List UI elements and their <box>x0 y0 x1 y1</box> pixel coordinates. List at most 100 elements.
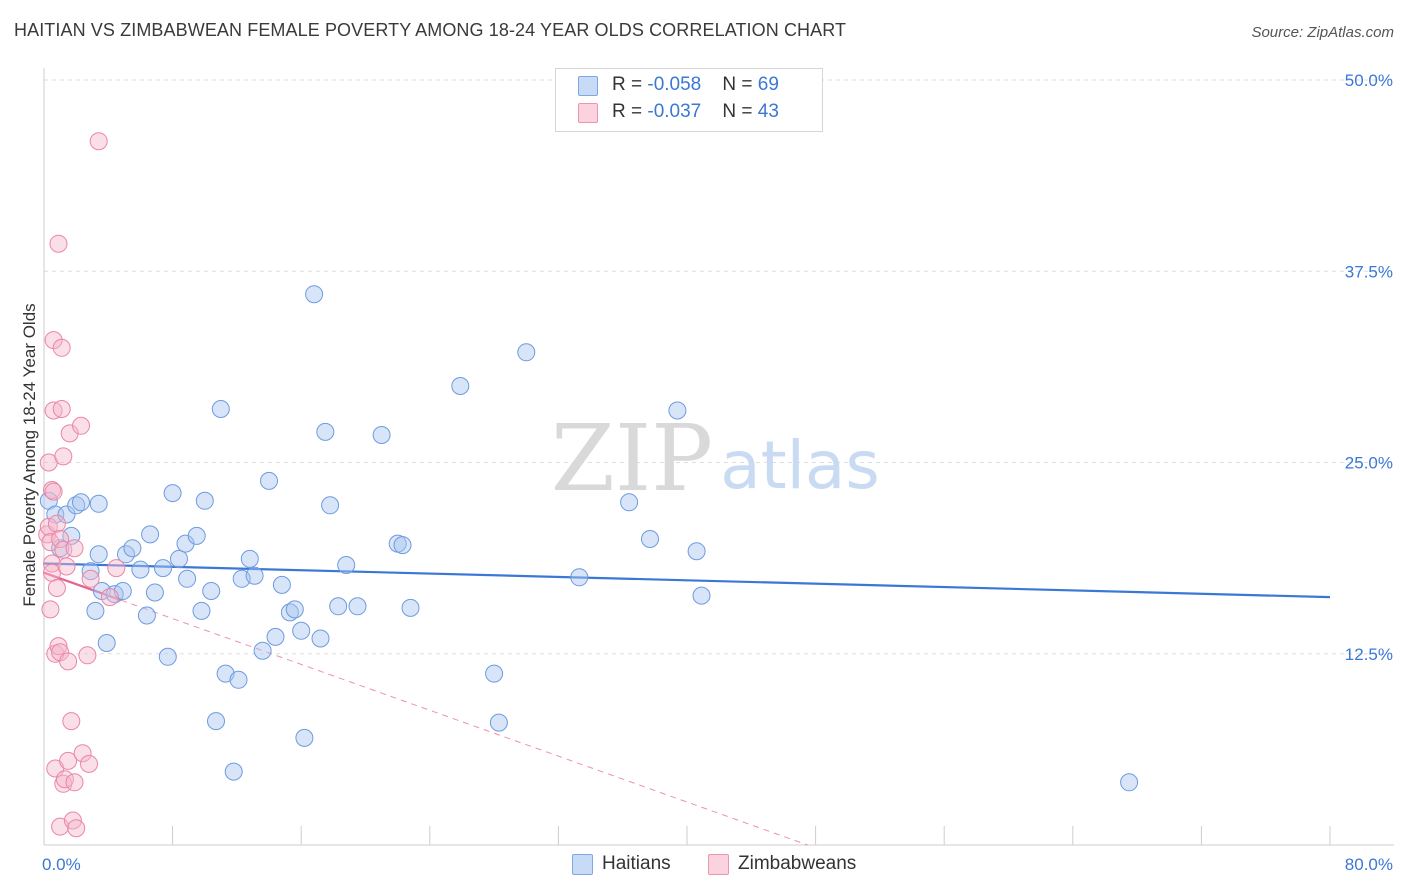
point-zimbabweans[interactable] <box>52 338 71 357</box>
point-haitians[interactable] <box>687 542 706 561</box>
point-haitians[interactable] <box>485 664 504 683</box>
point-zimbabweans[interactable] <box>47 579 66 597</box>
point-haitians[interactable] <box>207 712 225 731</box>
chart-title: HAITIAN VS ZIMBABWEAN FEMALE POVERTY AMO… <box>14 20 847 40</box>
point-haitians[interactable] <box>86 601 105 620</box>
point-haitians[interactable] <box>570 568 589 587</box>
point-haitians[interactable] <box>211 400 230 418</box>
point-haitians[interactable] <box>72 493 90 512</box>
trendline-haitians <box>43 562 1331 599</box>
point-haitians[interactable] <box>240 549 259 568</box>
point-zimbabweans[interactable] <box>73 744 92 763</box>
point-haitians[interactable] <box>137 606 156 625</box>
point-haitians[interactable] <box>692 586 711 605</box>
point-haitians[interactable] <box>229 670 248 689</box>
point-zimbabweans[interactable] <box>100 588 119 607</box>
point-zimbabweans[interactable] <box>52 400 71 418</box>
point-haitians[interactable] <box>81 562 100 581</box>
point-haitians[interactable] <box>321 496 340 515</box>
point-haitians[interactable] <box>329 597 348 616</box>
point-haitians[interactable] <box>67 496 86 515</box>
point-haitians[interactable] <box>187 526 206 545</box>
point-haitians[interactable] <box>178 569 197 588</box>
point-haitians[interactable] <box>163 484 182 503</box>
point-haitians[interactable] <box>158 647 177 666</box>
point-zimbabweans[interactable] <box>89 132 108 151</box>
point-haitians[interactable] <box>393 536 412 555</box>
point-zimbabweans[interactable] <box>55 770 74 789</box>
legend-r-label: R = <box>612 101 648 122</box>
legend-r-label: R = <box>612 74 648 95</box>
point-zimbabweans[interactable] <box>49 637 68 656</box>
point-haitians[interactable] <box>195 491 214 510</box>
point-zimbabweans[interactable] <box>81 569 100 588</box>
point-haitians[interactable] <box>451 377 470 395</box>
point-haitians[interactable] <box>202 582 221 600</box>
point-zimbabweans[interactable] <box>41 600 60 619</box>
point-haitians[interactable] <box>285 600 304 619</box>
point-haitians[interactable] <box>517 343 536 362</box>
point-zimbabweans[interactable] <box>59 652 78 671</box>
series-legend: Haitians Zimbabweans <box>0 852 1406 878</box>
point-haitians[interactable] <box>51 539 70 558</box>
point-haitians[interactable] <box>89 545 108 564</box>
legend-swatch-haitians <box>572 854 593 875</box>
point-haitians[interactable] <box>668 401 687 420</box>
point-haitians[interactable] <box>280 603 299 622</box>
point-haitians[interactable] <box>620 493 639 512</box>
point-haitians[interactable] <box>295 728 314 747</box>
legend-r-value: -0.037 <box>647 101 702 122</box>
point-haitians[interactable] <box>1120 773 1139 792</box>
point-zimbabweans[interactable] <box>49 234 68 253</box>
point-zimbabweans[interactable] <box>107 559 126 578</box>
point-haitians[interactable] <box>97 634 116 652</box>
point-zimbabweans[interactable] <box>57 557 76 576</box>
point-haitians[interactable] <box>141 525 160 544</box>
tick-labels: 12.5% 25.0% 37.5% 50.0% 0.0% 80.0% <box>42 71 1393 874</box>
point-haitians[interactable] <box>123 539 142 558</box>
y-axis-label: Female Poverty Among 18-24 Year Olds <box>20 303 39 606</box>
point-zimbabweans[interactable] <box>80 754 98 773</box>
point-haitians[interactable] <box>641 530 659 548</box>
point-zimbabweans[interactable] <box>54 447 73 466</box>
point-haitians[interactable] <box>266 627 285 646</box>
point-haitians[interactable] <box>89 494 108 513</box>
legend-n-value: 43 <box>757 101 779 122</box>
point-haitians[interactable] <box>253 641 272 660</box>
point-haitians[interactable] <box>372 426 391 444</box>
point-haitians[interactable] <box>337 556 356 574</box>
point-zimbabweans[interactable] <box>62 712 81 731</box>
point-haitians[interactable] <box>305 285 324 304</box>
point-zimbabweans[interactable] <box>51 530 70 548</box>
point-zimbabweans[interactable] <box>43 554 61 573</box>
point-haitians[interactable] <box>272 575 291 594</box>
point-zimbabweans[interactable] <box>47 514 66 533</box>
point-haitians[interactable] <box>489 713 508 732</box>
point-haitians[interactable] <box>224 762 243 781</box>
point-haitians[interactable] <box>145 583 164 602</box>
point-haitians[interactable] <box>311 629 330 648</box>
point-haitians[interactable] <box>348 597 367 616</box>
point-haitians[interactable] <box>154 559 172 578</box>
point-zimbabweans[interactable] <box>65 539 84 558</box>
point-zimbabweans[interactable] <box>44 482 63 501</box>
point-zimbabweans[interactable] <box>67 819 86 838</box>
correlation-legend: R = -0.058 N = 69 R = -0.037 N = 43 <box>555 68 823 132</box>
point-zimbabweans[interactable] <box>59 751 78 770</box>
point-haitians[interactable] <box>170 549 188 568</box>
legend-swatch-zimbabweans <box>578 103 598 123</box>
y-tick-label: 37.5% <box>1345 262 1393 281</box>
point-haitians[interactable] <box>131 560 150 579</box>
point-haitians[interactable] <box>401 598 420 617</box>
point-haitians[interactable] <box>316 422 335 441</box>
point-haitians[interactable] <box>192 601 211 620</box>
point-haitians[interactable] <box>260 471 278 490</box>
data-points <box>38 132 1139 838</box>
point-haitians[interactable] <box>57 505 76 524</box>
point-zimbabweans[interactable] <box>72 416 90 435</box>
point-haitians[interactable] <box>245 566 264 585</box>
point-zimbabweans[interactable] <box>65 773 84 792</box>
point-haitians[interactable] <box>292 621 311 640</box>
point-zimbabweans[interactable] <box>78 646 97 665</box>
